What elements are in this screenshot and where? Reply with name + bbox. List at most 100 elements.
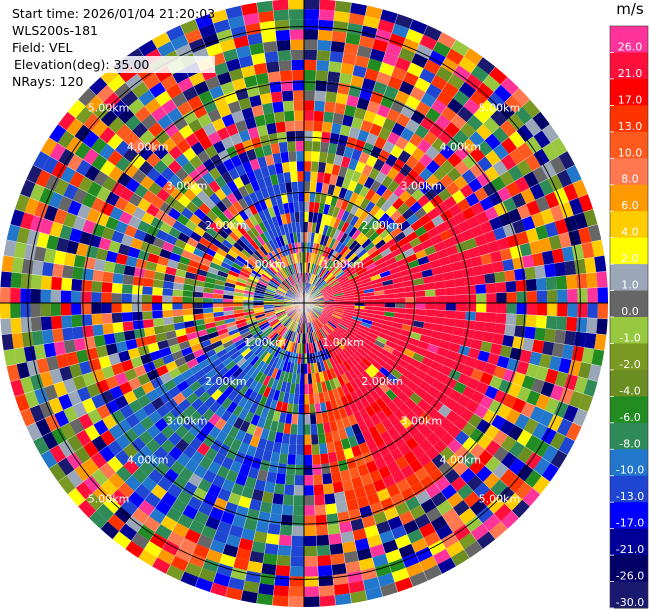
ppi-gate [470,201,485,216]
ppi-gate [312,321,318,331]
colorbar-segment [610,264,648,292]
ppi-gate [581,241,595,259]
ppi-gate [368,364,380,375]
ppi-gate [189,519,206,535]
ppi-gate [359,396,371,409]
ppi-gate [253,297,264,301]
ppi-gate [297,322,301,333]
ppi-gate [138,445,154,461]
ppi-gate [460,336,473,348]
ppi-gate [357,129,370,143]
ppi-gate [549,431,566,450]
ppi-gate [120,234,134,247]
ppi-gate [239,173,251,186]
ppi-gate [287,454,296,465]
ppi-gate [275,29,291,41]
ppi-gate [314,403,322,414]
ppi-gate [314,243,320,255]
ppi-gate [526,390,541,406]
ppi-gate [392,197,405,210]
ppi-gate [369,389,381,402]
ppi-gate [181,207,194,220]
ppi-gate [415,303,426,310]
ppi-gate [390,384,402,397]
ray-separator [256,302,305,604]
ppi-gate [296,322,300,333]
ray-separator [303,164,575,304]
ppi-gate [304,242,308,253]
ppi-gate [88,358,102,372]
ppi-gate [308,311,315,322]
ppi-gate [458,249,471,261]
ppi-gate [170,187,184,201]
ppi-gate [267,316,278,324]
ppi-gate [254,309,265,314]
ppi-gate [493,143,509,161]
ppi-gate [294,353,299,364]
ppi-gate [307,222,313,233]
ppi-gate [573,212,588,230]
ppi-gate [299,211,304,222]
ppi-gate [455,303,467,312]
ppi-gate [406,363,419,375]
ppi-gate [287,141,296,152]
ppi-gate [394,13,413,29]
ppi-gate [490,250,503,263]
ppi-gate [394,577,413,593]
ppi-gate [424,315,435,324]
ppi-gate [414,386,427,399]
ppi-gate [514,106,533,125]
ppi-gate [409,237,422,248]
ppi-gate [233,303,244,307]
ppi-gate [89,77,108,96]
ppi-gate [240,330,252,339]
nrays-value: NRays: 120 [12,74,84,89]
ppi-gate [202,469,217,484]
ppi-gate [361,318,373,325]
ppi-gate [60,166,76,184]
ppi-gate [184,28,203,44]
ppi-gate [326,322,336,331]
ray-separator [112,302,305,540]
ppi-gate [280,327,288,337]
ppi-gate [574,331,587,348]
ppi-gate [75,106,94,125]
ppi-gate [316,318,325,327]
ppi-gate [57,457,75,476]
ray-separator [88,302,305,519]
ppi-gate [394,90,410,105]
ppi-gate [105,343,118,356]
ppi-gate [441,484,458,500]
ppi-gate [440,532,459,549]
ppi-gate [374,303,386,308]
ppi-gate [535,224,549,241]
ray-separator [303,302,594,398]
ppi-gate [254,289,265,295]
ppi-gate [586,272,598,289]
ppi-gate [359,344,370,354]
ppi-gate [179,537,197,553]
ppi-gate [137,345,150,357]
ray-separator [3,255,305,304]
ppi-gate [128,377,142,391]
ppi-gate [246,281,257,288]
ppi-gate [360,277,372,285]
ppi-gate [115,140,131,157]
ppi-gate [100,389,115,405]
ppi-gate [353,290,365,296]
ppi-gate [340,198,350,211]
ppi-gate [275,272,284,282]
ppi-gate [405,496,421,511]
ppi-gate [247,466,260,480]
ppi-gate [317,244,323,255]
ppi-gate [56,353,70,369]
ppi-gate [542,142,559,162]
ppi-gate [310,171,318,183]
ppi-gate [304,140,313,152]
ppi-gate [105,250,118,263]
ppi-gate [385,340,397,349]
ppi-gate [336,325,347,333]
ppi-gate [166,83,183,99]
ppi-gate [346,328,357,337]
ppi-gate [259,362,269,374]
